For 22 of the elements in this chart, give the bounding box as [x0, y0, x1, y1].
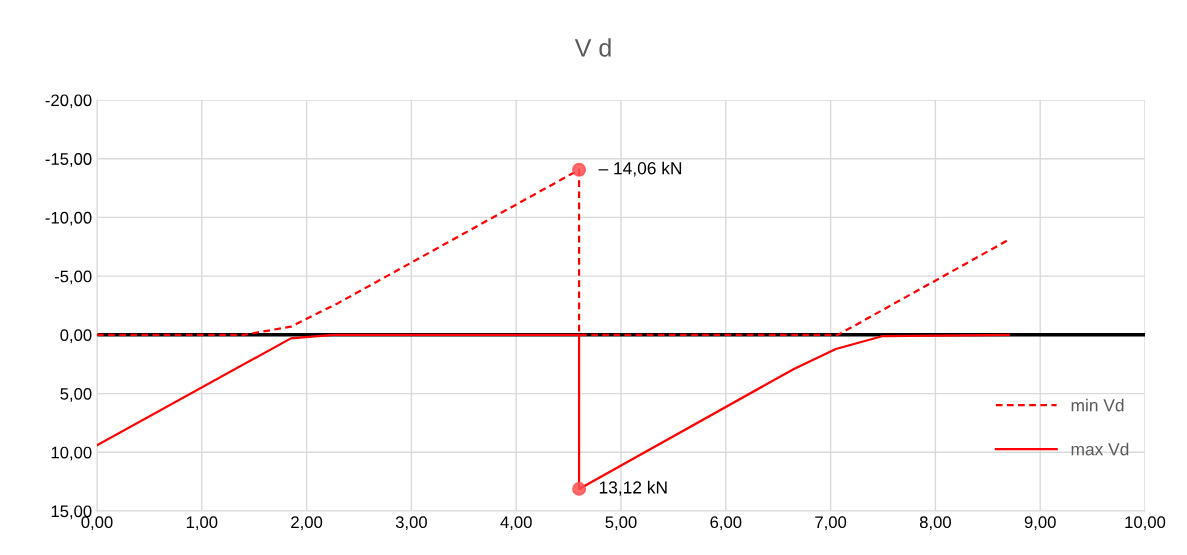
y-tick-label: -5,00	[54, 270, 92, 285]
x-tick-label: 8,00	[919, 516, 951, 531]
y-tick-label: 5,00	[60, 387, 92, 402]
y-tick-label: -20,00	[45, 94, 92, 109]
y-tick-label: -15,00	[45, 153, 92, 167]
x-tick-label: 1,00	[186, 516, 218, 531]
annotation: – 14,06 kN	[598, 161, 682, 177]
y-tick-label: 10,00	[51, 446, 92, 461]
x-tick-label: 6,00	[710, 516, 742, 531]
legend-label: max Vd	[1071, 442, 1129, 456]
x-tick-label: 7,00	[815, 516, 847, 531]
x-tick-label: 10,00	[1125, 516, 1166, 531]
chart-title: V d	[574, 38, 611, 57]
x-tick-label: 5,00	[605, 516, 637, 531]
x-tick-label: 9,00	[1024, 516, 1056, 531]
y-tick-label: 0,00	[60, 329, 92, 344]
annotation: 13,12 kN	[599, 480, 667, 496]
legend-label: min Vd	[1071, 398, 1124, 412]
y-tick-label: -10,00	[45, 211, 92, 226]
x-tick-label: 2,00	[291, 516, 323, 531]
x-tick-label: 3,00	[395, 516, 427, 531]
x-tick-label: 4,00	[500, 516, 532, 531]
